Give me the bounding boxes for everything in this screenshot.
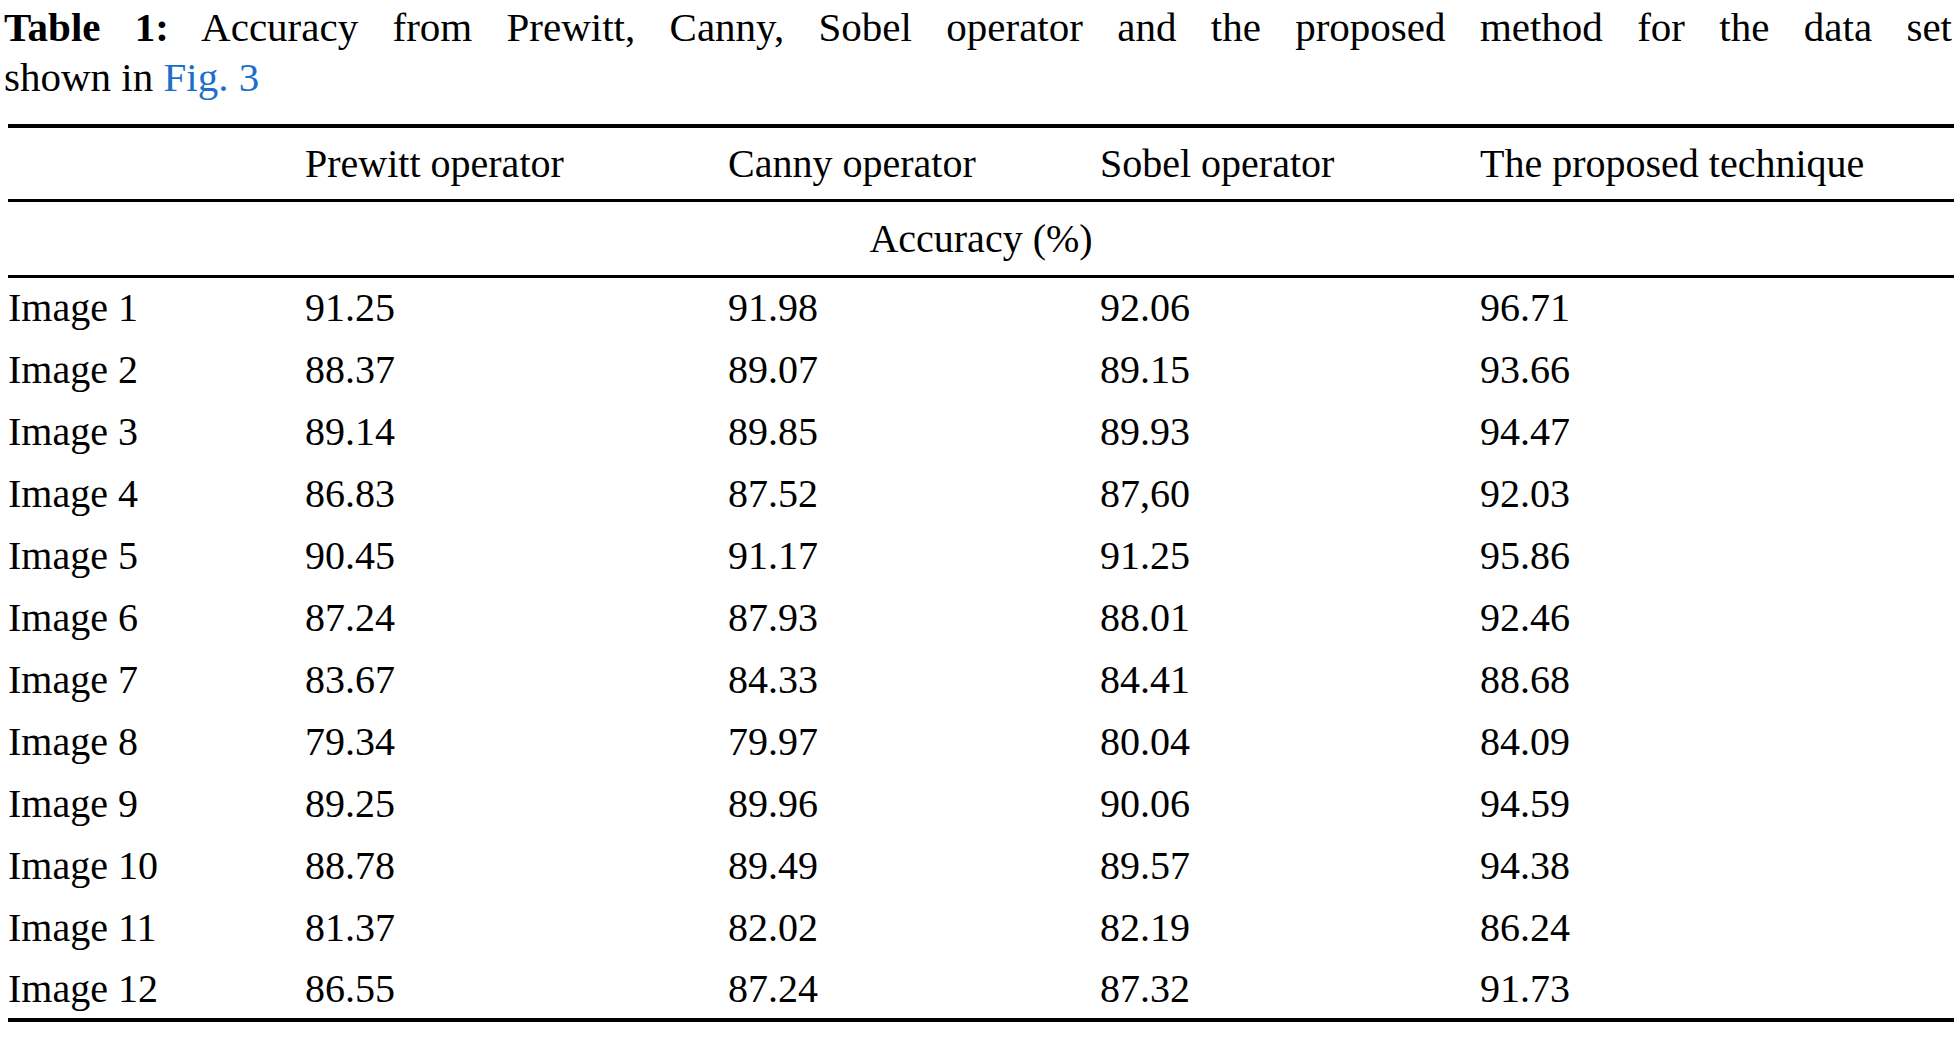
cell-sobel: 87.32 bbox=[1100, 958, 1480, 1020]
table-caption: Table 1: Accuracy from Prewitt, Canny, S… bbox=[0, 0, 1954, 102]
cell-proposed: 86.24 bbox=[1480, 896, 1954, 958]
cell-proposed: 94.47 bbox=[1480, 400, 1954, 462]
column-header-prewitt: Prewitt operator bbox=[305, 126, 728, 200]
cell-proposed: 96.71 bbox=[1480, 276, 1954, 338]
cell-canny: 84.33 bbox=[728, 648, 1100, 710]
cell-canny: 82.02 bbox=[728, 896, 1100, 958]
row-label: Image 10 bbox=[8, 834, 305, 896]
cell-proposed: 88.68 bbox=[1480, 648, 1954, 710]
cell-sobel: 89.93 bbox=[1100, 400, 1480, 462]
caption-text: Accuracy from Prewitt, Canny, Sobel oper… bbox=[169, 4, 1952, 50]
row-label: Image 9 bbox=[8, 772, 305, 834]
cell-prewitt: 87.24 bbox=[305, 586, 728, 648]
cell-prewitt: 88.78 bbox=[305, 834, 728, 896]
column-header-proposed: The proposed technique bbox=[1480, 126, 1954, 200]
cell-canny: 89.49 bbox=[728, 834, 1100, 896]
table-row: Image 3 89.14 89.85 89.93 94.47 bbox=[8, 400, 1954, 462]
row-label: Image 6 bbox=[8, 586, 305, 648]
cell-proposed: 91.73 bbox=[1480, 958, 1954, 1020]
cell-prewitt: 83.67 bbox=[305, 648, 728, 710]
cell-sobel: 92.06 bbox=[1100, 276, 1480, 338]
column-header-sobel: Sobel operator bbox=[1100, 126, 1480, 200]
cell-canny: 89.96 bbox=[728, 772, 1100, 834]
row-label: Image 3 bbox=[8, 400, 305, 462]
cell-prewitt: 90.45 bbox=[305, 524, 728, 586]
cell-proposed: 93.66 bbox=[1480, 338, 1954, 400]
cell-sobel: 89.15 bbox=[1100, 338, 1480, 400]
caption-text-2: shown in bbox=[4, 54, 163, 100]
caption-line-1: Table 1: Accuracy from Prewitt, Canny, S… bbox=[4, 2, 1952, 52]
table-row: Image 6 87.24 87.93 88.01 92.46 bbox=[8, 586, 1954, 648]
cell-prewitt: 89.25 bbox=[305, 772, 728, 834]
row-label: Image 11 bbox=[8, 896, 305, 958]
table-row: Image 1 91.25 91.98 92.06 96.71 bbox=[8, 276, 1954, 338]
cell-sobel: 90.06 bbox=[1100, 772, 1480, 834]
cell-canny: 91.98 bbox=[728, 276, 1100, 338]
caption-label: Table 1: bbox=[4, 4, 169, 50]
cell-sobel: 82.19 bbox=[1100, 896, 1480, 958]
row-label: Image 7 bbox=[8, 648, 305, 710]
cell-prewitt: 79.34 bbox=[305, 710, 728, 772]
cell-proposed: 84.09 bbox=[1480, 710, 1954, 772]
row-label: Image 4 bbox=[8, 462, 305, 524]
row-label: Image 12 bbox=[8, 958, 305, 1020]
cell-proposed: 92.46 bbox=[1480, 586, 1954, 648]
cell-prewitt: 91.25 bbox=[305, 276, 728, 338]
cell-proposed: 94.38 bbox=[1480, 834, 1954, 896]
table-row: Image 7 83.67 84.33 84.41 88.68 bbox=[8, 648, 1954, 710]
table-row: Image 11 81.37 82.02 82.19 86.24 bbox=[8, 896, 1954, 958]
cell-prewitt: 88.37 bbox=[305, 338, 728, 400]
cell-canny: 87.93 bbox=[728, 586, 1100, 648]
table-row: Image 4 86.83 87.52 87,60 92.03 bbox=[8, 462, 1954, 524]
cell-canny: 87.52 bbox=[728, 462, 1100, 524]
cell-sobel: 80.04 bbox=[1100, 710, 1480, 772]
table-row: Image 2 88.37 89.07 89.15 93.66 bbox=[8, 338, 1954, 400]
cell-sobel: 84.41 bbox=[1100, 648, 1480, 710]
cell-sobel: 89.57 bbox=[1100, 834, 1480, 896]
table-row: Image 9 89.25 89.96 90.06 94.59 bbox=[8, 772, 1954, 834]
cell-canny: 87.24 bbox=[728, 958, 1100, 1020]
table-row: Image 8 79.34 79.97 80.04 84.09 bbox=[8, 710, 1954, 772]
row-label: Image 1 bbox=[8, 276, 305, 338]
row-label: Image 5 bbox=[8, 524, 305, 586]
accuracy-table: Prewitt operator Canny operator Sobel op… bbox=[8, 124, 1954, 1022]
table-row: Image 12 86.55 87.24 87.32 91.73 bbox=[8, 958, 1954, 1020]
cell-proposed: 92.03 bbox=[1480, 462, 1954, 524]
cell-canny: 79.97 bbox=[728, 710, 1100, 772]
cell-prewitt: 81.37 bbox=[305, 896, 728, 958]
table-row: Image 10 88.78 89.49 89.57 94.38 bbox=[8, 834, 1954, 896]
cell-canny: 89.07 bbox=[728, 338, 1100, 400]
table-row: Image 5 90.45 91.17 91.25 95.86 bbox=[8, 524, 1954, 586]
column-header-canny: Canny operator bbox=[728, 126, 1100, 200]
table-header-row: Prewitt operator Canny operator Sobel op… bbox=[8, 126, 1954, 200]
cell-proposed: 94.59 bbox=[1480, 772, 1954, 834]
cell-canny: 89.85 bbox=[728, 400, 1100, 462]
cell-sobel: 91.25 bbox=[1100, 524, 1480, 586]
cell-canny: 91.17 bbox=[728, 524, 1100, 586]
cell-prewitt: 86.55 bbox=[305, 958, 728, 1020]
cell-sobel: 88.01 bbox=[1100, 586, 1480, 648]
table-subheader-row: Accuracy (%) bbox=[8, 200, 1954, 276]
cell-prewitt: 89.14 bbox=[305, 400, 728, 462]
row-label: Image 8 bbox=[8, 710, 305, 772]
cell-sobel: 87,60 bbox=[1100, 462, 1480, 524]
figure-3-link[interactable]: Fig. 3 bbox=[163, 54, 259, 100]
column-header-empty bbox=[8, 126, 305, 200]
row-label: Image 2 bbox=[8, 338, 305, 400]
subheader-accuracy: Accuracy (%) bbox=[8, 200, 1954, 276]
cell-proposed: 95.86 bbox=[1480, 524, 1954, 586]
cell-prewitt: 86.83 bbox=[305, 462, 728, 524]
caption-line-2: shown in Fig. 3 bbox=[4, 52, 1952, 102]
